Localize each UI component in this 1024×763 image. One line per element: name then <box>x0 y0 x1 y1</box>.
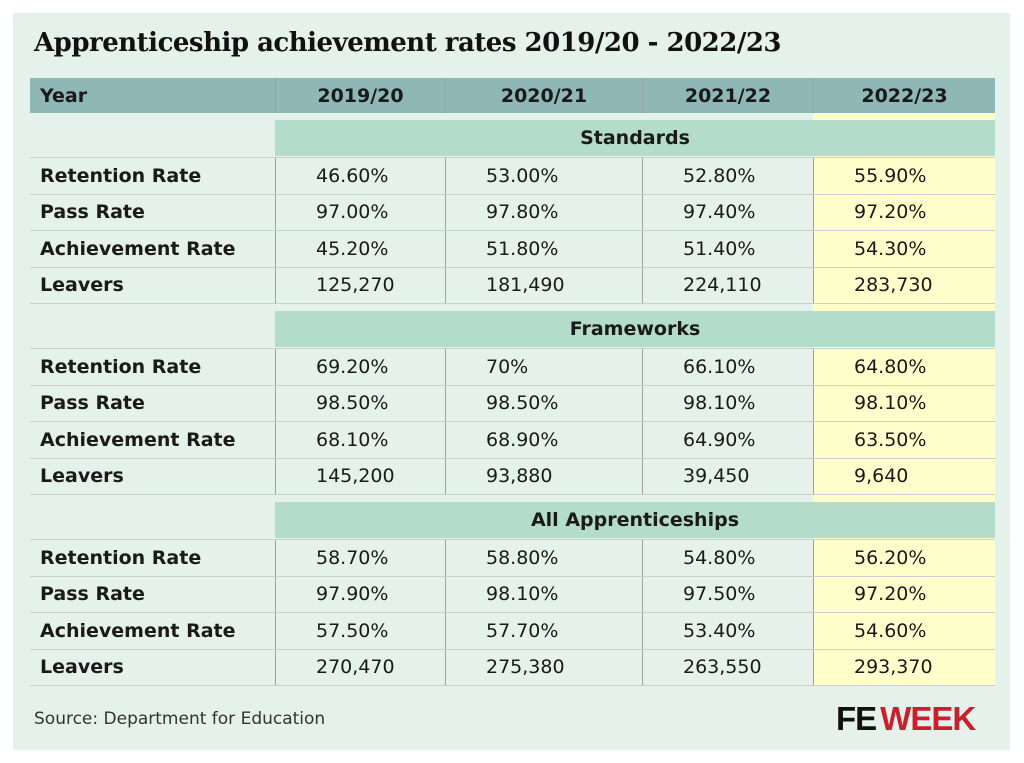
row-label: Pass Rate <box>40 392 145 415</box>
table-cell: 63.50% <box>813 422 995 458</box>
table-cell: 97.00% <box>275 194 445 230</box>
table-cell: 263,550 <box>642 649 813 685</box>
table-cell: 97.40% <box>642 194 813 230</box>
section-label: Frameworks <box>275 311 995 347</box>
section-label: Standards <box>275 120 995 156</box>
table-cell: 97.20% <box>813 194 995 230</box>
table-cell: 70% <box>445 349 642 385</box>
table-row: Leavers 145,200 93,880 39,450 9,640 <box>30 458 995 495</box>
row-label: Pass Rate <box>40 583 145 606</box>
section-header-row: Frameworks <box>30 304 995 349</box>
table-cell: 54.80% <box>642 540 813 576</box>
table-cell: 93,880 <box>445 458 642 494</box>
table-cell: 68.10% <box>275 422 445 458</box>
row-label: Leavers <box>40 656 124 679</box>
table-cell: 97.50% <box>642 576 813 612</box>
table-cell: 270,470 <box>275 649 445 685</box>
section-label: All Apprenticeships <box>275 502 995 538</box>
table-cell: 275,380 <box>445 649 642 685</box>
table-cell: 45.20% <box>275 231 445 267</box>
row-label: Retention Rate <box>40 164 202 187</box>
table-cell: 293,370 <box>813 649 995 685</box>
row-label: Retention Rate <box>40 355 202 378</box>
table-cell: 58.80% <box>445 540 642 576</box>
logo-week: WEEK <box>880 700 976 737</box>
table-cell: 51.40% <box>642 231 813 267</box>
table-cell: 56.20% <box>813 540 995 576</box>
table-cell: 97.90% <box>275 576 445 612</box>
row-label: Retention Rate <box>40 546 202 569</box>
row-label: Achievement Rate <box>40 428 236 451</box>
chart-title: Apprenticeship achievement rates 2019/20… <box>34 28 782 58</box>
table-row: Retention Rate 46.60% 53.00% 52.80% 55.90% <box>30 158 995 195</box>
row-label: Leavers <box>40 465 124 488</box>
table-cell: 224,110 <box>642 267 813 303</box>
table-row: Leavers 125,270 181,490 224,110 283,730 <box>30 267 995 304</box>
table-cell: 9,640 <box>813 458 995 494</box>
column-header: 2020/21 <box>445 78 642 113</box>
table-cell: 64.80% <box>813 349 995 385</box>
table-cell: 97.20% <box>813 576 995 612</box>
table-cell: 125,270 <box>275 267 445 303</box>
column-header: Year <box>40 84 88 107</box>
table-cell: 51.80% <box>445 231 642 267</box>
table-cell: 68.90% <box>445 422 642 458</box>
table-cell: 98.10% <box>642 385 813 421</box>
table-cell: 57.50% <box>275 613 445 649</box>
table-cell: 145,200 <box>275 458 445 494</box>
table-cell: 98.50% <box>445 385 642 421</box>
table-cell: 98.50% <box>275 385 445 421</box>
table-cell: 181,490 <box>445 267 642 303</box>
table-cell: 39,450 <box>642 458 813 494</box>
source-note: Source: Department for Education <box>34 709 326 729</box>
table-cell: 54.60% <box>813 613 995 649</box>
table-row: Retention Rate 58.70% 58.80% 54.80% 56.20% <box>30 540 995 577</box>
table-cell: 283,730 <box>813 267 995 303</box>
row-label: Achievement Rate <box>40 237 236 260</box>
column-header: 2021/22 <box>642 78 813 113</box>
table-cell: 64.90% <box>642 422 813 458</box>
logo-fe: FE <box>836 700 877 737</box>
fe-week-logo: FE WEEK <box>836 700 976 738</box>
data-table: Year 2019/20 2020/21 2021/22 2022/23 Standard… <box>30 78 995 686</box>
table-cell: 53.00% <box>445 158 642 194</box>
table-cell: 53.40% <box>642 613 813 649</box>
table-row: Achievement Rate 68.10% 68.90% 64.90% 63.50% <box>30 422 995 459</box>
table-cell: 52.80% <box>642 158 813 194</box>
table-cell: 55.90% <box>813 158 995 194</box>
row-label: Pass Rate <box>40 201 145 224</box>
row-label: Leavers <box>40 274 124 297</box>
section-header-row: All Apprenticeships <box>30 495 995 540</box>
table-cell: 46.60% <box>275 158 445 194</box>
table-cell: 58.70% <box>275 540 445 576</box>
table-cell: 98.10% <box>813 385 995 421</box>
table-row: Pass Rate 97.90% 98.10% 97.50% 97.20% <box>30 576 995 613</box>
table-row: Achievement Rate 45.20% 51.80% 51.40% 54.30% <box>30 231 995 268</box>
table-header-row: Year 2019/20 2020/21 2021/22 2022/23 <box>30 78 995 113</box>
table-cell: 98.10% <box>445 576 642 612</box>
table-row: Achievement Rate 57.50% 57.70% 53.40% 54.60% <box>30 613 995 650</box>
table-row: Pass Rate 97.00% 97.80% 97.40% 97.20% <box>30 194 995 231</box>
table-cell: 54.30% <box>813 231 995 267</box>
column-header: 2019/20 <box>275 78 445 113</box>
table-cell: 97.80% <box>445 194 642 230</box>
row-label: Achievement Rate <box>40 619 236 642</box>
section-header-row: Standards <box>30 113 995 158</box>
table-cell: 57.70% <box>445 613 642 649</box>
table-cell: 66.10% <box>642 349 813 385</box>
table-cell: 69.20% <box>275 349 445 385</box>
table-row: Pass Rate 98.50% 98.50% 98.10% 98.10% <box>30 385 995 422</box>
column-header: 2022/23 <box>813 78 995 113</box>
table-row: Retention Rate 69.20% 70% 66.10% 64.80% <box>30 349 995 386</box>
table-row: Leavers 270,470 275,380 263,550 293,370 <box>30 649 995 686</box>
